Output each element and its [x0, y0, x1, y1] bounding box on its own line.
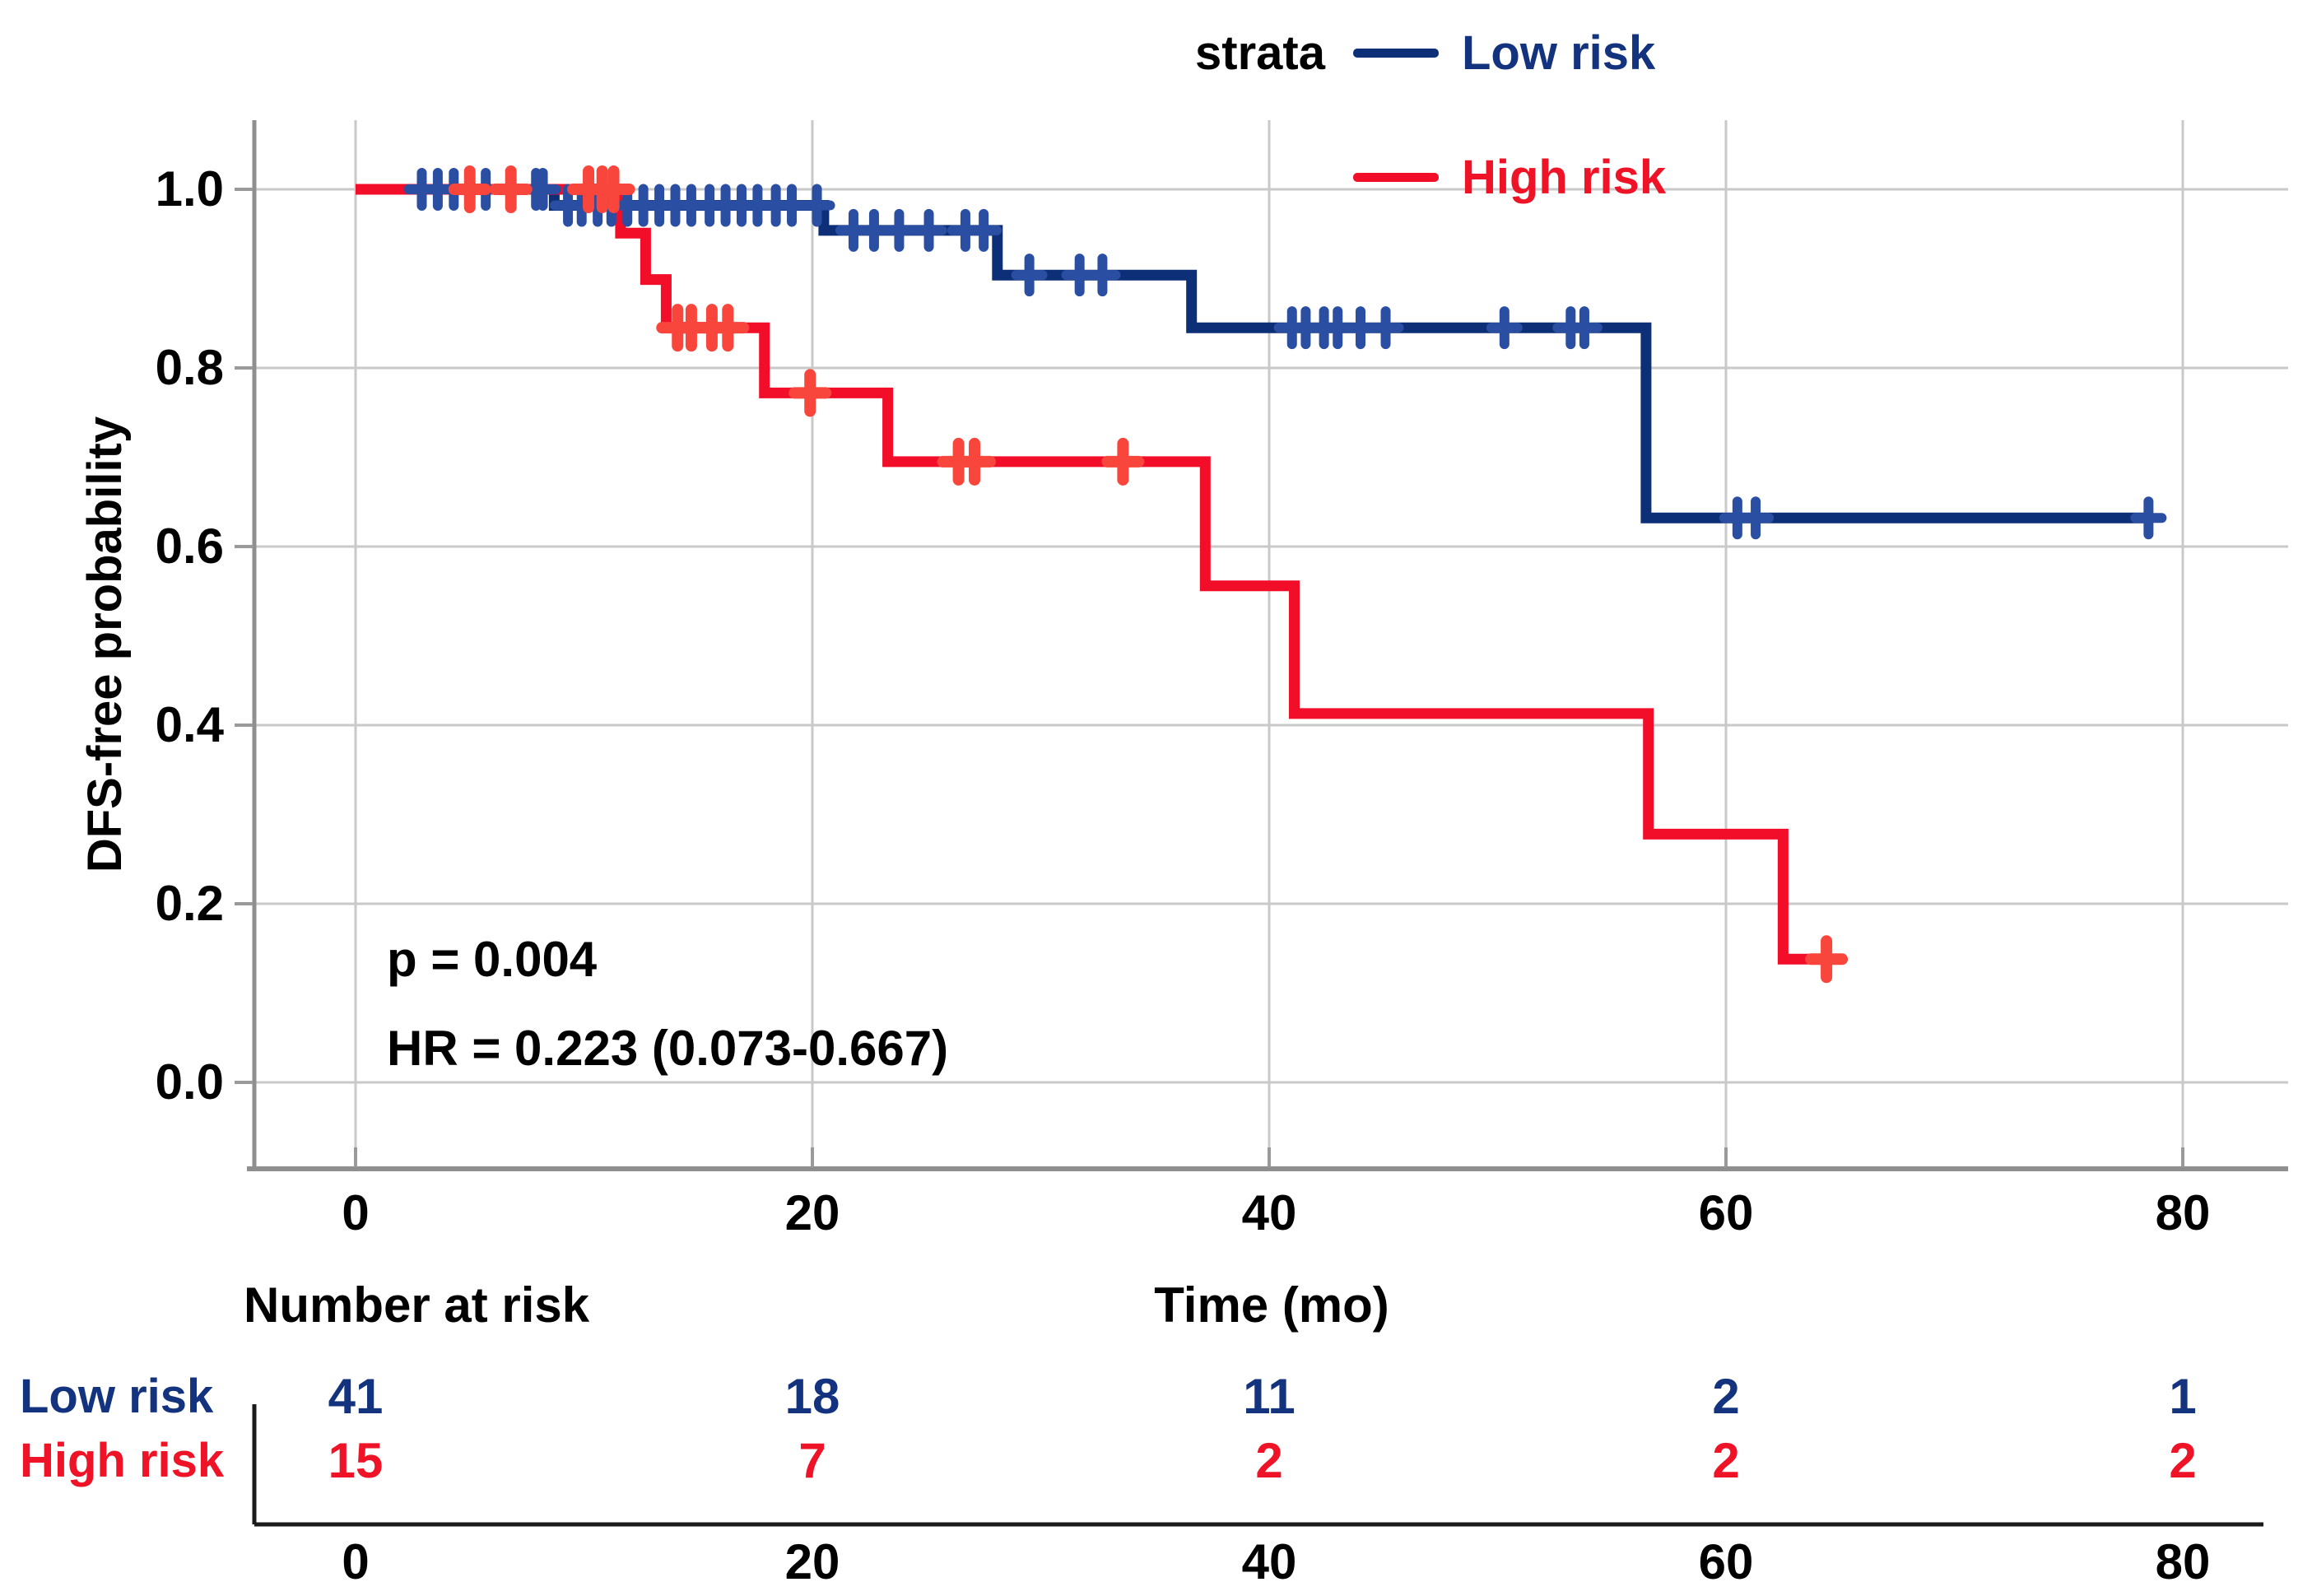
high-risk-legend-label: High risk: [1462, 150, 1667, 204]
risk-axis-tick-label: 20: [784, 1534, 840, 1589]
low-risk-legend-label: Low risk: [1462, 26, 1656, 80]
risk-count: 7: [798, 1433, 826, 1488]
censor-mark: [1011, 254, 1048, 297]
censor-mark: [965, 208, 1002, 252]
p-value-annotation: p = 0.004: [387, 932, 598, 987]
risk-count: 2: [1712, 1433, 1740, 1488]
risk-count: 2: [1712, 1369, 1740, 1424]
censor-mark: [489, 165, 533, 213]
number-at-risk-header: Number at risk: [244, 1277, 590, 1333]
legend-row-high-risk: High risk: [1185, 150, 1667, 204]
axes: [235, 120, 2288, 1171]
risk-count: 11: [1243, 1369, 1296, 1424]
censor-mark: [1737, 496, 1775, 540]
x-tick-label: 0: [342, 1185, 370, 1240]
censor-mark: [2130, 496, 2167, 540]
high-risk-legend-line: [1353, 172, 1439, 182]
legend-row-low-risk: strata Low risk: [1185, 26, 1656, 80]
risk-count: 15: [328, 1433, 384, 1488]
censor-mark: [881, 208, 918, 252]
censor-mark: [1367, 306, 1404, 350]
censor-mark: [1565, 306, 1603, 350]
y-axis-title: DFS-free probability: [78, 416, 132, 873]
low-risk-legend-line: [1353, 48, 1439, 58]
x-tick-label: 60: [1698, 1185, 1754, 1240]
high-risk-curve: [356, 184, 1836, 965]
risk-count: 41: [328, 1369, 384, 1424]
censor-mark: [448, 165, 491, 213]
low-risk-censor-marks: [403, 168, 2167, 540]
x-axis-title: Time (mo): [1154, 1277, 1389, 1333]
y-tick-label: 0.8: [155, 340, 224, 395]
y-tick-label: 0.6: [155, 519, 224, 574]
gridlines: [254, 120, 2288, 1169]
censor-mark: [592, 165, 635, 213]
risk-axis-tick-label: 80: [2155, 1534, 2211, 1589]
x-tick-label: 20: [784, 1185, 840, 1240]
x-tick-label: 40: [1241, 1185, 1297, 1240]
censor-mark: [706, 304, 750, 352]
survival-curves: [356, 184, 2151, 965]
risk-count: 2: [2169, 1433, 2197, 1488]
censor-marks: [403, 165, 2167, 984]
legend-title: strata: [1195, 26, 1325, 80]
risk-axis-tick-label: 60: [1698, 1534, 1754, 1589]
high-risk-censor-marks: [448, 165, 1849, 984]
x-tick-label: 80: [2155, 1185, 2211, 1240]
risk-axis-tick-label: 0: [342, 1534, 370, 1589]
censor-mark: [910, 208, 947, 252]
censor-mark: [798, 184, 835, 227]
risk-row-label-high: High risk: [20, 1434, 225, 1487]
y-tick-label: 0.4: [155, 697, 224, 752]
risk-table-axis: [252, 1404, 2263, 1527]
risk-axis-tick-label: 40: [1241, 1534, 1297, 1589]
censor-mark: [524, 168, 561, 211]
censor-mark: [1101, 437, 1145, 486]
risk-count: 18: [784, 1369, 840, 1424]
y-tick-label: 1.0: [155, 161, 224, 216]
hazard-ratio-annotation: HR = 0.223 (0.073-0.667): [387, 1021, 949, 1076]
y-tick-label: 0.0: [155, 1054, 224, 1110]
censor-mark: [1486, 306, 1523, 350]
low-risk-curve: [356, 184, 2151, 523]
risk-count: 1: [2169, 1369, 2197, 1424]
censor-mark: [1084, 254, 1121, 297]
censor-mark: [1805, 935, 1849, 984]
y-tick-label: 0.2: [155, 876, 224, 931]
risk-row-label-low: Low risk: [20, 1370, 214, 1423]
risk-count: 2: [1255, 1433, 1283, 1488]
censor-mark: [953, 437, 997, 486]
censor-mark: [788, 369, 832, 417]
